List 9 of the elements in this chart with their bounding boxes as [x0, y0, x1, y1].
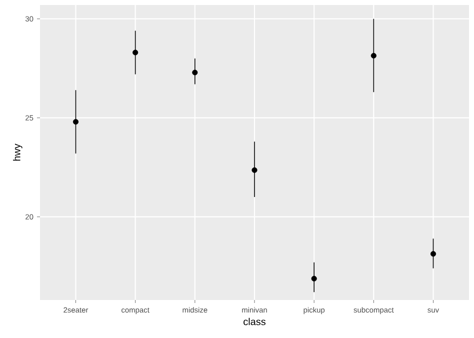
point — [370, 52, 376, 58]
point — [72, 119, 79, 125]
point — [252, 167, 258, 173]
point — [430, 251, 436, 257]
point — [192, 70, 198, 76]
point — [311, 276, 317, 282]
y-axis-title: hwy — [13, 144, 22, 161]
point — [132, 50, 138, 56]
x-axis-title: class — [244, 318, 266, 326]
